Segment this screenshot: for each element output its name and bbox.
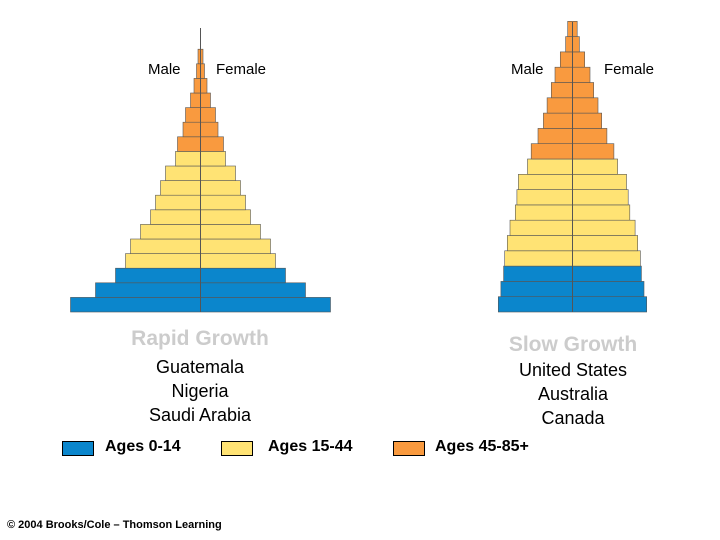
pyramid-bars-1 [497,20,647,313]
country-canada: Canada [541,408,605,428]
legend-label-ages-15-44: Ages 15-44 [268,438,353,455]
legend-label-ages-45-85: Ages 45-85+ [435,438,529,455]
chart-title-slow-growth: Slow Growth [508,333,638,356]
country-list-slow: United States Australia Canada [473,358,673,430]
male-label-right: Male [511,61,544,78]
country-list-rapid: Guatemala Nigeria Saudi Arabia [100,355,300,427]
country-saudi-arabia: Saudi Arabia [148,405,252,425]
legend-swatch-ages-15-44 [221,441,253,456]
legend-swatch-ages-45-85 [393,441,425,456]
chart-title-rapid-growth: Rapid Growth [131,327,269,350]
female-label-right: Female [604,61,655,78]
country-australia: Australia [537,384,609,404]
country-nigeria: Nigeria [171,381,229,401]
pyramid-bars-0 [70,28,331,313]
country-united-states: United States [518,360,628,380]
female-label-left: Female [216,61,267,78]
legend-swatch-ages-0-14 [62,441,94,456]
legend-label-ages-0-14: Ages 0-14 [105,438,181,455]
male-label-left: Male [148,61,181,78]
country-guatemala: Guatemala [155,357,245,377]
copyright-notice: © 2004 Brooks/Cole – Thomson Learning [7,519,222,531]
